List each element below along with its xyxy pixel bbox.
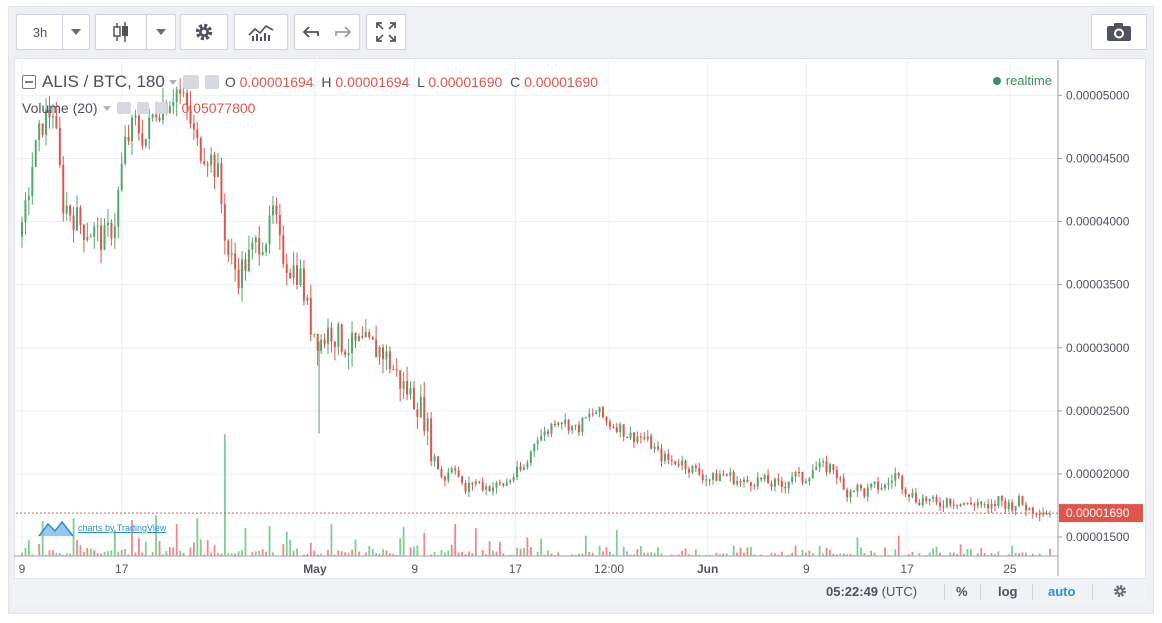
divider — [980, 584, 981, 600]
gear-icon[interactable] — [204, 75, 219, 89]
chart-pane[interactable] — [14, 58, 1146, 580]
interval-dropdown-button[interactable] — [62, 14, 90, 50]
chevron-down-icon — [71, 29, 81, 35]
divider — [1092, 584, 1093, 600]
realtime-label: realtime — [1005, 73, 1052, 88]
realtime-indicator: realtime — [992, 73, 1052, 88]
gear-icon[interactable] — [137, 102, 150, 114]
divider — [1032, 584, 1033, 600]
bottom-toolbar: 05:22:49 (UTC) % log auto — [14, 578, 1146, 604]
fullscreen-icon — [376, 22, 396, 42]
tradingview-logo-icon — [38, 520, 74, 537]
chevron-down-icon[interactable] — [168, 79, 177, 85]
volume-title: Volume (20) — [22, 100, 98, 116]
collapse-legend-icon[interactable] — [22, 75, 36, 89]
divider — [944, 584, 945, 600]
snapshot-button[interactable] — [1091, 14, 1147, 50]
chart-type-dropdown-button[interactable] — [146, 14, 176, 50]
indicators-button[interactable] — [234, 14, 288, 50]
fullscreen-button[interactable] — [366, 14, 406, 50]
log-scale-button[interactable]: log — [998, 584, 1018, 599]
volume-value: 0.05077800 — [181, 100, 256, 116]
camera-icon — [1107, 23, 1131, 41]
realtime-dot-icon — [992, 76, 1001, 85]
symbol-title: ALIS / BTC, 180 — [42, 72, 165, 91]
indicators-icon — [248, 24, 274, 41]
visibility-icon[interactable] — [117, 102, 132, 114]
tradingview-watermark[interactable]: charts by TradingView — [38, 518, 166, 538]
undo-icon[interactable] — [301, 24, 321, 40]
gear-icon — [195, 23, 213, 41]
auto-scale-button[interactable]: auto — [1048, 584, 1076, 599]
volume-legend: Volume (20) 0.05077800 — [22, 100, 255, 116]
chevron-down-icon — [156, 29, 166, 35]
clock: 05:22:49 (UTC) — [826, 584, 918, 599]
ohlc-values: O 0.00001694 H 0.00001694 L 0.00001690 C… — [224, 74, 599, 90]
percent-scale-button[interactable]: % — [956, 584, 968, 599]
close-icon[interactable] — [155, 102, 168, 114]
undo-redo-group — [294, 14, 360, 50]
redo-icon[interactable] — [333, 24, 353, 40]
settings-button[interactable] — [180, 14, 228, 50]
chevron-down-icon[interactable] — [103, 105, 112, 111]
interval-button[interactable]: 3h — [16, 14, 64, 50]
visibility-icon[interactable] — [182, 75, 199, 89]
series-legend: ALIS / BTC, 180 O 0.00001694 H 0.0000169… — [22, 72, 598, 92]
chart-type-button[interactable] — [95, 14, 147, 50]
gear-icon[interactable] — [1112, 583, 1128, 599]
interval-label: 3h — [32, 24, 48, 40]
watermark-text: charts by TradingView — [78, 523, 167, 533]
candlestick-icon — [113, 22, 128, 42]
